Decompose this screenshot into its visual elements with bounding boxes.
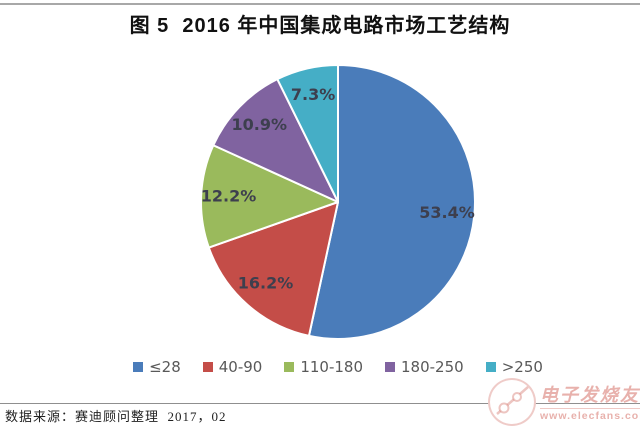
watermark-url: www.elecfans.com (540, 408, 640, 422)
pie-label-1: 16.2% (238, 274, 294, 293)
legend-swatch-2 (284, 362, 295, 372)
watermark-logo-icon (488, 378, 536, 426)
legend-item-0: ≤28 (133, 358, 181, 376)
pie-slice-4 (276, 64, 339, 203)
pie-slice-3 (212, 78, 339, 203)
pie-label-3: 10.9% (232, 115, 288, 134)
legend-swatch-0 (133, 362, 144, 372)
pie-chart-svg: 53.4% 16.2% 12.2% 10.9%7.3% (200, 64, 476, 340)
pie-label-0: 53.4% (419, 203, 475, 222)
pie-slice-0 (307, 64, 476, 340)
chart-title: 图 5 2016 年中国集成电路市场工艺结构 (129, 15, 511, 37)
legend-label-4: >250 (501, 358, 543, 376)
pie-chart: 53.4% 16.2% 12.2% 10.9% 7.3% (178, 42, 498, 362)
legend-label-3: 180-250 (401, 358, 464, 376)
pie-slice-1 (207, 201, 339, 337)
legend-swatch-4 (485, 362, 496, 372)
source-note: 数据来源：赛迪顾问整理 2017，02 (5, 409, 227, 424)
plug-circuit-icon (496, 386, 529, 415)
legend-item-3: 180-250 (385, 358, 464, 376)
watermark-text: 电子发烧友 www.elecfans.com (540, 381, 640, 422)
legend-item-4: >250 (485, 358, 543, 376)
pie-label-2: 12.2% (201, 187, 257, 206)
legend-label-0: ≤28 (149, 358, 181, 376)
legend-label-1: 40-90 (218, 358, 263, 376)
legend-label-2: 110-180 (300, 358, 364, 376)
watermark: 电子发烧友 www.elecfans.com (488, 378, 640, 426)
legend-item-1: 40-90 (202, 358, 263, 376)
footer-rule (0, 403, 640, 404)
pie-slice-2 (200, 144, 339, 249)
legend-item-2: 110-180 (284, 358, 363, 376)
legend: ≤28 40-90 110-180 180-250 >250 (0, 358, 640, 376)
watermark-brand: 电子发烧友 (540, 385, 640, 405)
pie-label-4: 7.3% (291, 85, 335, 104)
legend-swatch-3 (385, 362, 396, 372)
legend-swatch-1 (202, 362, 213, 372)
top-rule (0, 3, 640, 5)
